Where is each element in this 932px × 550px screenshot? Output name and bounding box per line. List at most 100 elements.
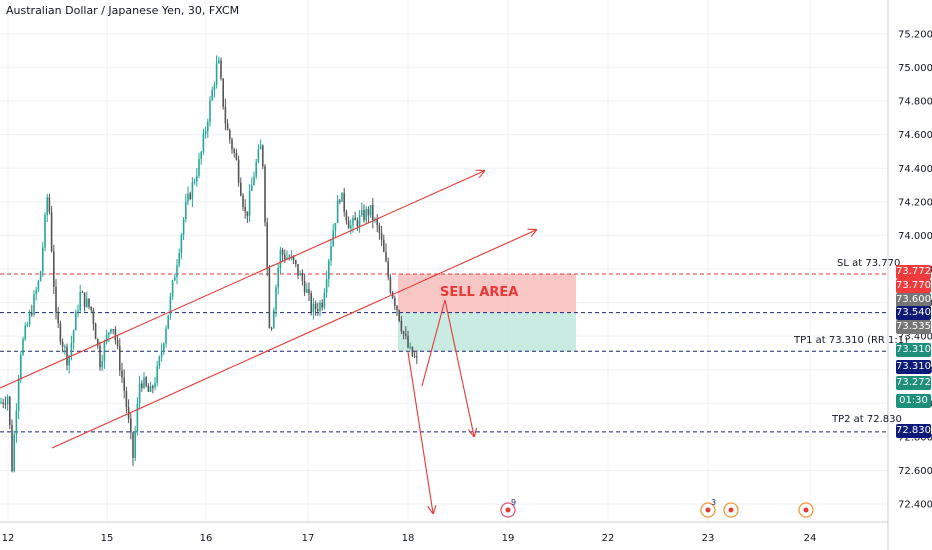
candle-body: [407, 336, 409, 348]
candle-body: [187, 193, 189, 202]
candle-body: [330, 246, 332, 261]
candle-body: [237, 159, 240, 183]
level-label-SL: SL at 73.770: [837, 258, 901, 269]
event-count: 9: [511, 498, 516, 507]
candle-body: [77, 310, 79, 312]
candle-body: [339, 200, 341, 202]
candle-body: [26, 324, 29, 326]
price-tag: 73.540: [896, 306, 931, 320]
candle-body: [72, 330, 75, 343]
candle-body: [158, 356, 161, 367]
candle-body: [213, 84, 216, 90]
candle-body: [273, 310, 275, 329]
candle-body: [402, 331, 405, 335]
candle-body: [284, 254, 286, 260]
candle-body: [207, 121, 209, 132]
candle-body: [17, 378, 20, 412]
candle-body: [176, 265, 178, 278]
projection-arrow-1: [421, 299, 474, 436]
candle-body: [125, 390, 128, 408]
candle-body: [99, 345, 101, 368]
candle-body: [4, 403, 7, 405]
candle-body: [33, 294, 35, 315]
candle-body: [308, 289, 310, 294]
candle-body: [9, 396, 11, 425]
candle-body: [409, 346, 411, 348]
candle-body: [281, 249, 284, 255]
candle-body: [211, 89, 213, 101]
candle-body: [235, 152, 238, 160]
candle-body: [163, 343, 165, 351]
candle-body: [306, 289, 308, 293]
price-tag: 73.770: [896, 279, 931, 293]
candle-body: [233, 149, 235, 153]
candle-body: [24, 325, 26, 340]
candle-body: [22, 339, 24, 355]
candle-body: [174, 277, 176, 281]
candle-body: [123, 377, 125, 391]
candle-body: [310, 293, 312, 313]
tp-zone: [398, 312, 576, 352]
candle-body: [167, 315, 169, 329]
price-tag: 73.310: [896, 360, 931, 374]
candle-body: [178, 253, 180, 266]
channel-upper-line: [0, 171, 484, 389]
candle-body: [286, 257, 288, 260]
candle-body: [257, 149, 260, 162]
candle-body: [244, 207, 246, 212]
candle-body: [380, 232, 383, 240]
channel-lower-line: [51, 230, 536, 449]
candle-body: [413, 356, 416, 358]
candle-body: [224, 106, 227, 124]
event-marker-dot: [705, 507, 711, 513]
candle-body: [37, 281, 40, 291]
x-tick-label: 19: [502, 533, 515, 544]
y-tick-label: 74.400: [898, 164, 932, 175]
candle-body: [154, 383, 156, 388]
candle-body: [416, 356, 418, 358]
candle-body: [336, 200, 339, 224]
candle-body: [354, 217, 356, 221]
candle-body: [196, 175, 198, 182]
y-tick-label: 72.400: [898, 500, 932, 511]
candle-body: [55, 286, 57, 313]
candle-body: [328, 260, 330, 280]
candle-body: [185, 201, 187, 219]
candle-body: [411, 346, 414, 357]
candle-body: [53, 251, 55, 287]
candle-body: [198, 158, 200, 176]
candle-body: [268, 268, 271, 328]
candle-body: [35, 290, 37, 295]
candle-body: [387, 261, 389, 278]
candle-body: [2, 402, 4, 404]
candle-body: [6, 396, 9, 404]
candle-body: [136, 403, 139, 432]
candle-body: [372, 204, 374, 221]
candle-body: [266, 222, 268, 269]
candle-body: [365, 208, 367, 221]
candle-body: [277, 267, 279, 288]
candle-body: [189, 193, 191, 200]
candle-body: [358, 215, 361, 227]
candle-body: [11, 424, 13, 472]
candle-body: [180, 234, 183, 254]
candle-body: [46, 197, 48, 215]
candle-body: [66, 346, 68, 366]
candle-body: [42, 247, 44, 272]
price-tag: 73.310: [896, 343, 931, 357]
candle-body: [297, 264, 299, 276]
candle-body: [396, 305, 398, 311]
candle-body: [165, 328, 167, 344]
candle-body: [319, 302, 321, 312]
candle-body: [394, 297, 396, 306]
x-tick-label: 18: [402, 533, 415, 544]
x-tick-label: 24: [804, 533, 817, 544]
y-tick-label: 72.600: [898, 466, 932, 477]
price-tag: 73.772: [896, 265, 931, 279]
candle-body: [114, 329, 117, 341]
chart-title: Australian Dollar / Japanese Yen, 30, FX…: [6, 4, 240, 17]
candle-body: [116, 340, 119, 346]
candle-body: [193, 181, 196, 183]
